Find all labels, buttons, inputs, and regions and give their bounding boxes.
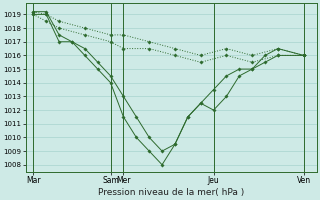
X-axis label: Pression niveau de la mer( hPa ): Pression niveau de la mer( hPa )	[98, 188, 244, 197]
